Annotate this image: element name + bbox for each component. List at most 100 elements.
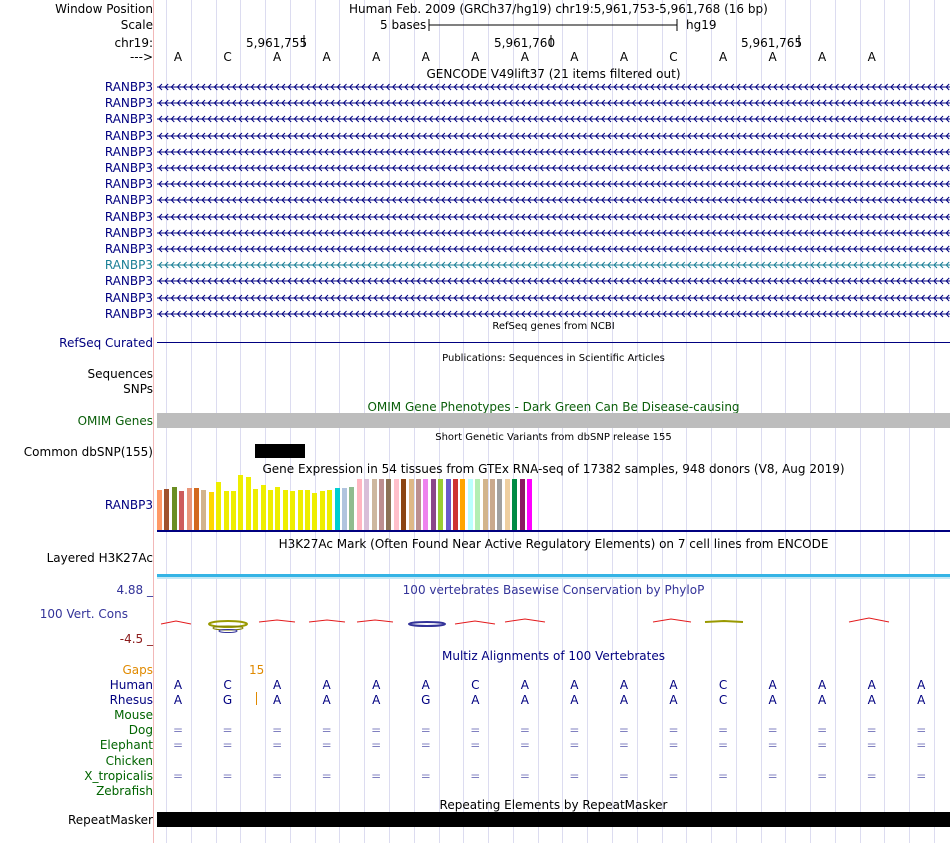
gencode-gene-strand[interactable] <box>157 275 950 288</box>
multiz-species-label[interactable]: Zebrafish <box>96 783 153 798</box>
gtex-tissue-bar[interactable] <box>401 479 407 530</box>
publications-sequences-label[interactable]: Sequences <box>87 367 153 381</box>
dbsnp-title[interactable]: Short Genetic Variants from dbSNP releas… <box>435 432 672 443</box>
refseq-gene-line[interactable] <box>157 342 950 343</box>
gtex-tissue-bar[interactable] <box>268 490 273 530</box>
gencode-gene-label[interactable]: RANBP3 <box>104 177 153 192</box>
gtex-tissue-bar[interactable] <box>312 493 318 530</box>
gtex-tissue-bar[interactable] <box>179 491 185 530</box>
gtex-tissue-bar[interactable] <box>349 487 355 530</box>
gencode-gene-label[interactable]: RANBP3 <box>104 96 153 111</box>
gtex-tissue-bar[interactable] <box>371 479 377 530</box>
gencode-gene-strand[interactable] <box>157 308 950 321</box>
gtex-tissue-bar[interactable] <box>319 491 325 530</box>
gencode-gene-label[interactable]: RANBP3 <box>104 306 153 321</box>
gencode-gene-strand[interactable] <box>157 259 950 272</box>
omim-phenotype-bar[interactable] <box>157 413 950 428</box>
omim-title[interactable]: OMIM Gene Phenotypes - Dark Green Can Be… <box>367 400 740 414</box>
gencode-gene-strand[interactable] <box>157 146 950 159</box>
h3k27ac-label[interactable]: Layered H3K27Ac <box>46 551 153 565</box>
gtex-tissue-bar[interactable] <box>275 487 281 530</box>
gtex-label[interactable]: RANBP3 <box>104 498 153 512</box>
gtex-tissue-bar[interactable] <box>408 479 414 530</box>
gencode-gene-label[interactable]: RANBP3 <box>104 193 153 208</box>
gtex-tissue-bar[interactable] <box>460 479 466 530</box>
gencode-gene-strand[interactable] <box>157 194 950 207</box>
gencode-gene-label[interactable]: RANBP3 <box>104 128 153 143</box>
gtex-tissue-bar[interactable] <box>186 488 192 530</box>
gtex-tissue-bar[interactable] <box>356 479 362 530</box>
gencode-gene-strand[interactable] <box>157 81 950 94</box>
gencode-gene-label[interactable]: RANBP3 <box>104 161 153 175</box>
dbsnp-variant[interactable] <box>255 444 305 458</box>
gencode-gene-strand[interactable] <box>157 162 950 175</box>
gtex-tissue-bar[interactable] <box>423 479 429 530</box>
gencode-gene-strand[interactable] <box>157 243 950 256</box>
gencode-gene-strand[interactable] <box>157 178 950 191</box>
gtex-tissue-bar[interactable] <box>327 490 333 530</box>
gencode-gene-label[interactable]: RANBP3 <box>104 209 153 224</box>
multiz-species-label[interactable]: Mouse <box>114 708 153 723</box>
dbsnp-label[interactable]: Common dbSNP(155) <box>23 445 153 459</box>
gtex-tissue-bar[interactable] <box>512 479 518 530</box>
gtex-tissue-bar[interactable] <box>164 489 170 530</box>
gtex-tissue-bar[interactable] <box>475 479 481 530</box>
phylop-label[interactable]: 100 Vert. Cons <box>39 607 128 621</box>
gencode-gene-strand[interactable] <box>157 97 950 110</box>
gtex-tissue-bar[interactable] <box>386 479 392 530</box>
h3k27ac-title[interactable]: H3K27Ac Mark (Often Found Near Active Re… <box>278 537 829 551</box>
gencode-gene-label[interactable]: RANBP3 <box>104 242 153 256</box>
multiz-species-label[interactable]: Human <box>109 678 153 692</box>
gtex-tissue-bar[interactable] <box>231 491 236 530</box>
gtex-tissue-bar[interactable] <box>201 490 207 530</box>
gtex-tissue-bar[interactable] <box>416 479 421 530</box>
gtex-tissue-bar[interactable] <box>216 482 222 530</box>
gtex-tissue-bar[interactable] <box>497 479 503 530</box>
gtex-tissue-bar[interactable] <box>430 479 436 530</box>
gtex-tissue-bar[interactable] <box>171 487 177 530</box>
gtex-tissue-bar[interactable] <box>379 479 384 530</box>
publications-title[interactable]: Publications: Sequences in Scientific Ar… <box>442 353 665 364</box>
gtex-tissue-bar[interactable] <box>297 490 303 530</box>
multiz-species-label[interactable]: Rhesus <box>109 693 153 708</box>
gencode-gene-label[interactable]: RANBP3 <box>104 258 153 273</box>
gtex-tissue-bar[interactable] <box>253 489 259 530</box>
gtex-title[interactable]: Gene Expression in 54 tissues from GTEx … <box>262 462 845 476</box>
multiz-species-label[interactable]: Elephant <box>99 738 153 753</box>
gtex-tissue-bar[interactable] <box>245 477 251 530</box>
gencode-gene-label[interactable]: RANBP3 <box>104 274 153 289</box>
gtex-tissue-bar[interactable] <box>208 492 214 530</box>
gtex-tissue-bar[interactable] <box>453 479 458 530</box>
repeatmasker-label[interactable]: RepeatMasker <box>67 813 153 827</box>
gtex-tissue-bar[interactable] <box>194 488 199 530</box>
gtex-tissue-bar[interactable] <box>342 488 347 530</box>
multiz-title[interactable]: Multiz Alignments of 100 Vertebrates <box>441 649 666 663</box>
gencode-gene-strand[interactable] <box>157 130 950 143</box>
gtex-tissue-bar[interactable] <box>157 490 162 530</box>
repeatmasker-element[interactable] <box>157 812 950 827</box>
gtex-tissue-bar[interactable] <box>238 475 244 530</box>
phylop-signal[interactable] <box>157 612 950 638</box>
gtex-tissue-bar[interactable] <box>504 479 510 530</box>
gtex-tissue-bar[interactable] <box>393 479 399 530</box>
publications-snps-label[interactable]: SNPs <box>123 382 153 396</box>
gencode-gene-strand[interactable] <box>157 227 950 240</box>
gencode-gene-label[interactable]: RANBP3 <box>104 290 153 305</box>
gencode-gene-label[interactable]: RANBP3 <box>104 80 153 94</box>
refseq-label[interactable]: RefSeq Curated <box>59 336 153 350</box>
gencode-gene-label[interactable]: RANBP3 <box>104 112 153 127</box>
gtex-tissue-bar[interactable] <box>334 488 340 530</box>
gencode-gene-strand[interactable] <box>157 113 950 126</box>
multiz-species-label[interactable]: Chicken <box>105 753 153 768</box>
gtex-tissue-bar[interactable] <box>490 479 495 530</box>
gtex-tissue-bar[interactable] <box>290 491 296 530</box>
gtex-tissue-bar[interactable] <box>223 491 229 530</box>
multiz-species-label[interactable]: Dog <box>128 723 153 738</box>
gtex-tissue-bar[interactable] <box>364 479 370 530</box>
gencode-gene-strand[interactable] <box>157 211 950 224</box>
gtex-tissue-bar[interactable] <box>482 479 488 530</box>
gencode-gene-label[interactable]: RANBP3 <box>104 225 153 240</box>
gencode-gene-label[interactable]: RANBP3 <box>104 144 153 159</box>
gtex-tissue-bar[interactable] <box>527 479 532 530</box>
omim-label[interactable]: OMIM Genes <box>77 414 153 428</box>
